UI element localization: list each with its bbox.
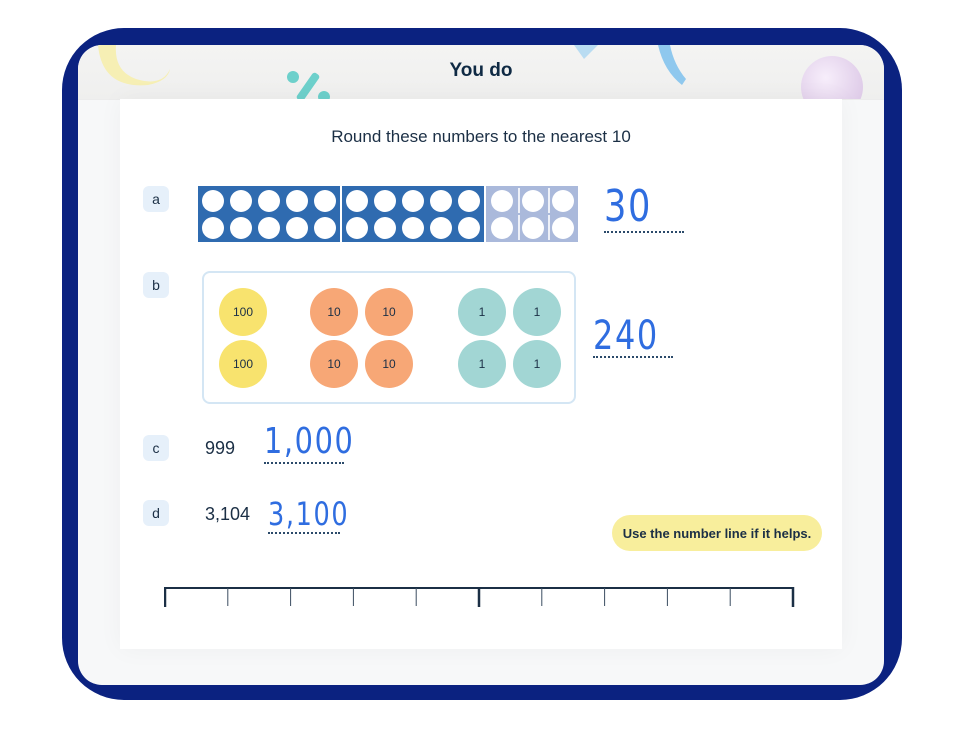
- answer-line-c[interactable]: [264, 462, 344, 464]
- ten-counter: 10: [310, 288, 358, 336]
- instruction-text: Round these numbers to the nearest 10: [331, 127, 631, 146]
- ten-frame-dot: [522, 216, 544, 239]
- triangle-decoration-icon: [574, 45, 598, 59]
- hundred-counter: 100: [219, 288, 267, 336]
- one-counter: 1: [458, 288, 506, 336]
- percent-decoration-icon: [287, 71, 330, 101]
- answer-b-handwriting: 240: [593, 313, 659, 359]
- header-bar: [78, 45, 884, 100]
- hint-badge: Use the number line if it helps.: [612, 515, 822, 551]
- question-label-b: b: [143, 272, 169, 298]
- one-counter: 1: [513, 288, 561, 336]
- ten-frame-dot: [346, 189, 368, 212]
- ribbon-decoration-icon: [658, 45, 686, 85]
- number-line[interactable]: [164, 586, 796, 610]
- ten-frame-dot: [314, 216, 336, 239]
- ten-frame-dot: [202, 216, 224, 239]
- sphere-decoration-icon: [801, 56, 863, 99]
- answer-line-a[interactable]: [604, 231, 684, 233]
- lesson-slide: You do Round these numbers to the neares…: [78, 45, 884, 685]
- ten-frame-full: [342, 186, 484, 242]
- ten-frame-dot: [230, 189, 252, 212]
- ten-frame-dot: [346, 216, 368, 239]
- ten-frame-dot: [314, 189, 336, 212]
- ten-frame-dot: [491, 189, 513, 212]
- page-title: You do: [449, 60, 513, 81]
- ten-frame-dot: [458, 189, 480, 212]
- answer-line-b[interactable]: [593, 356, 673, 358]
- number-c: 999: [205, 438, 236, 458]
- ten-frame-dot: [258, 216, 280, 239]
- ten-frame-dot: [286, 216, 308, 239]
- one-counter: 1: [513, 340, 561, 388]
- ten-counter: 10: [365, 288, 413, 336]
- question-label-a: a: [143, 186, 169, 212]
- ten-frame-dot: [491, 216, 513, 239]
- ten-frame-dot: [286, 189, 308, 212]
- ten-counter: 10: [310, 340, 358, 388]
- crescent-decoration-icon: [98, 45, 170, 86]
- ten-frame-dot: [202, 189, 224, 212]
- ten-frame-dot: [458, 216, 480, 239]
- answer-line-d[interactable]: [268, 532, 340, 534]
- ten-frame-dot: [374, 189, 396, 212]
- question-label-d: d: [143, 500, 169, 526]
- ten-frame-dot: [552, 189, 574, 212]
- question-label-c: c: [143, 435, 169, 461]
- ten-frame-dot: [430, 216, 452, 239]
- ten-frame-dot: [522, 189, 544, 212]
- one-counter: 1: [458, 340, 506, 388]
- ten-counter: 10: [365, 340, 413, 388]
- answer-a-handwriting: 30: [604, 181, 652, 232]
- ten-frame-dot: [552, 216, 574, 239]
- ten-frame-dot: [402, 216, 424, 239]
- ten-frame-partial: [486, 186, 578, 242]
- answer-d-handwriting: 3,100: [268, 495, 350, 533]
- ten-frame-dot: [430, 189, 452, 212]
- hundred-counter: 100: [219, 340, 267, 388]
- number-d: 3,104: [205, 504, 251, 524]
- ten-frame-dot: [230, 216, 252, 239]
- ten-frame-full: [198, 186, 340, 242]
- ten-frame-dot: [402, 189, 424, 212]
- answer-c-handwriting: 1,000: [264, 421, 355, 462]
- ten-frame-dot: [374, 216, 396, 239]
- ten-frame-dot: [258, 189, 280, 212]
